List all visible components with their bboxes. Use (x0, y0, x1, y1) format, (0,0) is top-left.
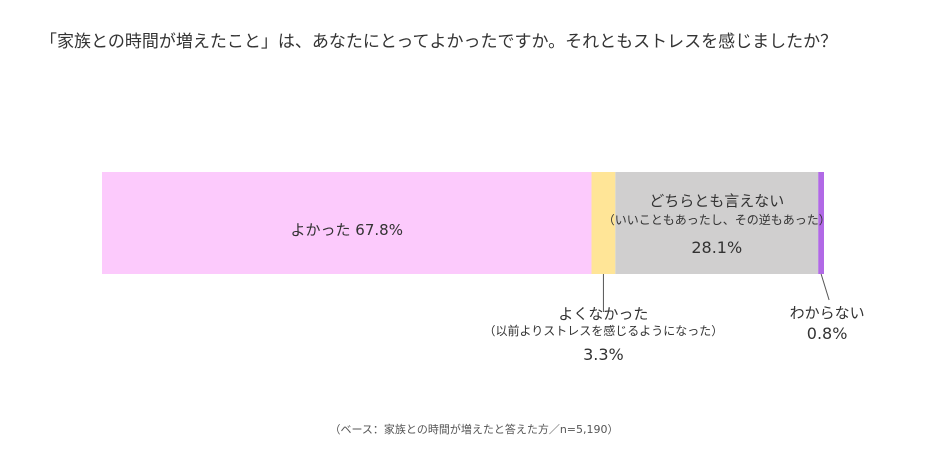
chart-note: （ベース：家族との時間が増えたと答えた方／n=5,190） (329, 423, 619, 436)
bar-segment-bad (591, 172, 616, 274)
leader-line-unknown (820, 273, 830, 301)
label-neutral-value: 28.1% (691, 238, 743, 257)
label-bad-name: よくなかった (558, 305, 649, 323)
bar-segment-neutral (615, 172, 819, 274)
label-neutral-name: どちらとも言えない (649, 192, 785, 210)
label-neutral-sub: （いいこともあったし、その逆もあった） (602, 213, 831, 227)
bar-segment-good (102, 172, 592, 274)
bar-segment-unknown (818, 172, 824, 274)
label-unknown-value: 0.8% (806, 324, 848, 343)
label-good: よかった 67.8% (290, 221, 403, 239)
label-bad-value: 3.3% (583, 345, 624, 364)
label-bad-sub: （以前よりストレスを感じるようになった） (483, 324, 724, 338)
label-unknown-name: わからない (789, 304, 865, 322)
chart-title: 「家族との時間が増えたこと」は、あなたにとってよかったですか。それともストレスを… (40, 32, 838, 52)
